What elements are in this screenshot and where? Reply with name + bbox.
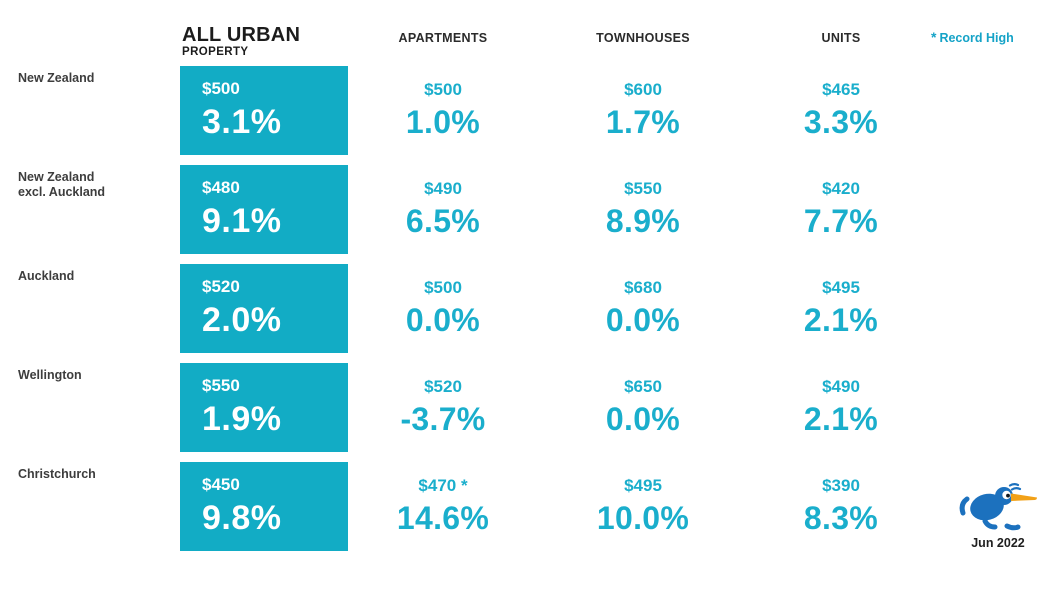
units-cell: $390 8.3%	[741, 462, 941, 551]
column-header-apartments: APARTMENTS	[398, 31, 488, 45]
price-value: $500	[424, 80, 462, 99]
price-value: $490	[822, 377, 860, 396]
apartments-cell: $500 0.0%	[343, 264, 543, 353]
townhouses-cell: $650 0.0%	[543, 363, 743, 452]
price-value: $495	[822, 278, 860, 297]
change-value: 2.0%	[202, 301, 282, 339]
change-value: 8.9%	[605, 203, 681, 239]
change-value: 7.7%	[803, 203, 879, 239]
price-value: $470 *	[418, 476, 468, 495]
price-value: $550	[624, 179, 662, 198]
price-value: $420	[822, 179, 860, 198]
column-header-townhouses: TOWNHOUSES	[596, 31, 690, 45]
price-value: $600	[624, 80, 662, 99]
change-value: 1.7%	[605, 104, 681, 140]
price-value: $500	[424, 278, 462, 297]
townhouses-cell: $550 8.9%	[543, 165, 743, 254]
all-urban-cell: $450 9.8%	[180, 462, 348, 551]
change-value: 9.8%	[202, 499, 282, 537]
townhouses-cell: $600 1.7%	[543, 66, 743, 155]
change-value: 3.3%	[803, 104, 879, 140]
units-cell: $495 2.1%	[741, 264, 941, 353]
all-urban-cell: $480 9.1%	[180, 165, 348, 254]
row-label: Christchurch	[18, 467, 96, 481]
price-value: $450	[202, 475, 240, 494]
change-value: 8.3%	[803, 500, 879, 536]
units-cell: $465 3.3%	[741, 66, 941, 155]
townhouses-cell: $495 10.0%	[543, 462, 743, 551]
change-value: 6.5%	[405, 203, 481, 239]
price-value: $465	[822, 80, 860, 99]
change-value: 10.0%	[596, 500, 690, 536]
price-value: $680	[624, 278, 662, 297]
asterisk-icon: *	[931, 29, 937, 45]
units-cell: $490 2.1%	[741, 363, 941, 452]
price-value: $650	[624, 377, 662, 396]
column-header-units: UNITS	[821, 31, 861, 45]
change-value: 1.9%	[202, 400, 282, 438]
all-urban-title: ALL URBAN	[182, 24, 301, 46]
change-value: -3.7%	[400, 401, 486, 437]
table-row: New Zealand excl. Auckland $480 9.1% $49…	[0, 165, 1048, 254]
table-row: Christchurch $450 9.8% $470 * 14.6% $495…	[0, 462, 1048, 551]
kiwi-bird-icon	[959, 483, 1037, 531]
row-label: New Zealand excl. Auckland	[18, 170, 106, 199]
apartments-cell: $520 -3.7%	[343, 363, 543, 452]
change-value: 0.0%	[605, 302, 681, 338]
change-value: 2.1%	[803, 401, 879, 437]
record-high-legend: * Record High	[931, 29, 1043, 45]
table-row: Auckland $520 2.0% $500 0.0% $680 0.0% $…	[0, 264, 1048, 353]
all-urban-cell: $550 1.9%	[180, 363, 348, 452]
change-value: 3.1%	[202, 103, 282, 141]
record-high-label: Record High	[939, 31, 1014, 45]
price-value: $520	[424, 377, 462, 396]
townhouses-cell: $680 0.0%	[543, 264, 743, 353]
price-value: $390	[822, 476, 860, 495]
brand-block: Jun 2022	[948, 483, 1048, 550]
price-value: $480	[202, 178, 240, 197]
change-value: 14.6%	[396, 500, 490, 536]
change-value: 0.0%	[605, 401, 681, 437]
date-label: Jun 2022	[971, 536, 1025, 550]
apartments-cell: $500 1.0%	[343, 66, 543, 155]
apartments-cell: $470 * 14.6%	[343, 462, 543, 551]
table-row: Wellington $550 1.9% $520 -3.7% $650 0.0…	[0, 363, 1048, 452]
price-value: $550	[202, 376, 240, 395]
price-value: $490	[424, 179, 462, 198]
change-value: 1.0%	[405, 104, 481, 140]
all-urban-cell: $500 3.1%	[180, 66, 348, 155]
row-label: Wellington	[18, 368, 82, 382]
units-cell: $420 7.7%	[741, 165, 941, 254]
row-label: Auckland	[18, 269, 75, 283]
all-urban-cell: $520 2.0%	[180, 264, 348, 353]
table-row: New Zealand $500 3.1% $500 1.0% $600 1.7…	[0, 66, 1048, 155]
price-value: $495	[624, 476, 662, 495]
change-value: 0.0%	[405, 302, 481, 338]
all-urban-subtitle: PROPERTY	[182, 46, 249, 58]
all-urban-column-header: ALL URBAN PROPERTY	[182, 24, 301, 59]
price-value: $520	[202, 277, 240, 296]
change-value: 9.1%	[202, 202, 282, 240]
price-value: $500	[202, 79, 240, 98]
row-label: New Zealand	[18, 71, 95, 85]
change-value: 2.1%	[803, 302, 879, 338]
apartments-cell: $490 6.5%	[343, 165, 543, 254]
